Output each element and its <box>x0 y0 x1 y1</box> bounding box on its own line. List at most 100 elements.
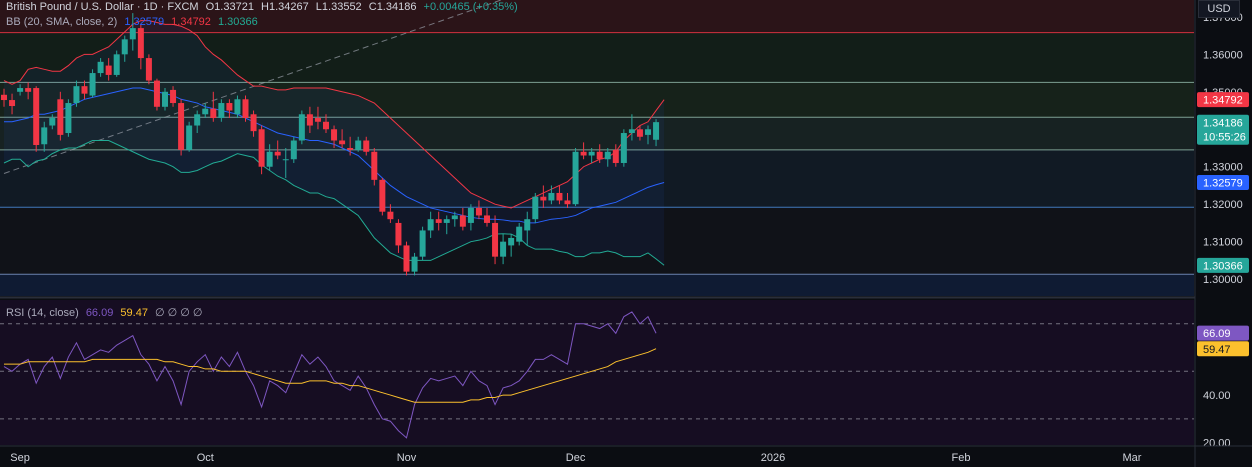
candle-body <box>218 103 225 119</box>
candle <box>73 80 80 107</box>
candle <box>532 192 539 223</box>
time-tick-label: Dec <box>566 452 586 464</box>
candle-body <box>588 151 595 156</box>
candle-body <box>347 148 354 150</box>
candle <box>258 125 265 175</box>
candle-body <box>645 129 651 135</box>
candle <box>379 177 386 216</box>
candle <box>604 148 611 167</box>
candle <box>81 80 88 100</box>
candle-body <box>516 226 523 242</box>
candle <box>580 142 587 160</box>
candle <box>636 125 643 141</box>
candle-body <box>636 129 643 137</box>
candle <box>467 204 474 231</box>
zone-band <box>0 32 1194 83</box>
rsi-badge-label: 66.09 <box>1203 328 1231 340</box>
rsi-badge-box <box>1197 341 1249 357</box>
candle <box>186 121 193 152</box>
price-badge-label: 1.30366 <box>1203 260 1243 272</box>
candle-body <box>186 125 193 150</box>
candle-body <box>564 200 571 205</box>
candle-body <box>105 65 112 75</box>
rsi-badge: 66.09 <box>1197 325 1249 341</box>
bb-basis-value: 1.32579 <box>124 16 165 28</box>
candle <box>459 207 466 231</box>
candle <box>443 215 450 235</box>
candle-body <box>1 94 7 101</box>
candle-body <box>451 215 458 220</box>
candle <box>57 91 64 141</box>
time-tick-label: Oct <box>197 452 214 464</box>
price-badge-box <box>1197 92 1249 108</box>
zone-band <box>0 149 1194 208</box>
candle-body <box>572 151 579 205</box>
candle-body <box>210 108 217 119</box>
rsi-line <box>3 311 657 439</box>
candle-body <box>443 219 450 223</box>
candle <box>121 35 128 62</box>
price-badge: 1.32579 <box>1197 175 1249 191</box>
candle-body <box>234 99 241 115</box>
price-badge-box <box>1197 114 1249 145</box>
candle <box>33 86 40 152</box>
zone-band <box>0 274 1194 296</box>
price-badge-countdown: 10:55:26 <box>1203 131 1246 143</box>
ohlc-change: +0.00465 (+0.35%) <box>423 1 518 13</box>
candle-body <box>508 237 515 246</box>
candle <box>41 121 48 152</box>
candle <box>612 144 619 167</box>
candle <box>9 93 16 115</box>
rsi-tick-label: 20.00 <box>1203 438 1231 450</box>
candle <box>371 148 378 186</box>
price-badge: 1.34186 10:55:26 <box>1197 114 1249 145</box>
price-badge-label: 1.34186 <box>1203 117 1243 129</box>
candle <box>49 114 56 130</box>
bb-legend[interactable]: BB (20, SMA, close, 2) 1.32579 1.34792 1… <box>6 15 262 29</box>
candle <box>298 110 305 145</box>
price-tick-label: 1.30000 <box>1203 274 1243 286</box>
candle <box>1 88 7 107</box>
price-badge-label: 1.32579 <box>1203 178 1243 190</box>
candle <box>645 125 651 145</box>
candle <box>113 50 120 77</box>
ohlc-low: L1.33552 <box>315 1 362 13</box>
candle-body <box>17 88 24 92</box>
candle <box>355 136 362 152</box>
candle <box>210 91 217 122</box>
candle-body <box>314 118 321 122</box>
candle <box>347 136 354 156</box>
candle-body <box>467 207 474 223</box>
rsi-label: RSI (14, close) <box>6 307 79 319</box>
ohlc-close: C1.34186 <box>368 1 417 13</box>
candle-body <box>556 192 563 201</box>
candle <box>475 200 482 220</box>
rsi-legend[interactable]: RSI (14, close) 66.09 59.47 ∅ ∅ ∅ ∅ <box>6 306 207 320</box>
candle-body <box>435 219 442 223</box>
rsi-ma-value: 59.47 <box>120 307 148 319</box>
currency-button[interactable]: USD <box>1198 0 1240 18</box>
candle-body <box>258 129 265 167</box>
candle <box>202 103 209 119</box>
candle <box>419 226 426 261</box>
candle <box>89 69 96 98</box>
candle-body <box>290 140 297 160</box>
candle-body <box>403 245 410 272</box>
candle-body <box>129 28 136 40</box>
candle <box>250 110 257 137</box>
candle <box>323 114 329 134</box>
zone-band <box>0 207 1194 275</box>
candle-body <box>162 91 168 107</box>
candle-body <box>153 80 160 107</box>
candle <box>290 136 297 163</box>
candle-body <box>580 151 587 156</box>
candle-body <box>137 28 144 59</box>
time-tick-label: Sep <box>10 452 30 464</box>
candle-body <box>65 103 72 134</box>
candle-body <box>266 151 273 167</box>
time-tick-label: 2026 <box>761 452 785 464</box>
candle <box>153 78 160 111</box>
symbol-legend[interactable]: British Pound / U.S. Dollar · 1D · FXCM … <box>6 0 522 14</box>
candle-body <box>226 103 233 111</box>
